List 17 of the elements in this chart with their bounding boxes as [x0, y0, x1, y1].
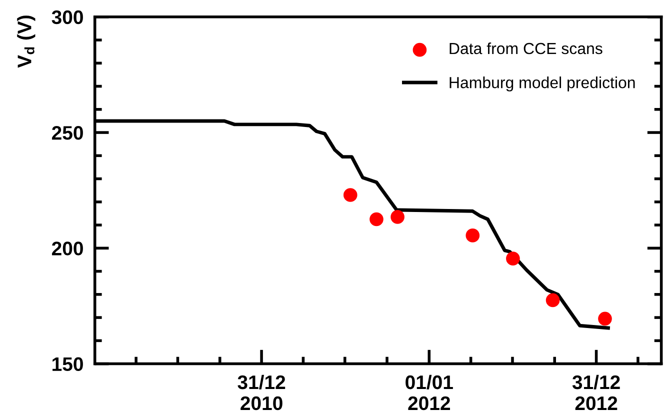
- y-axis-title: V$_{d}$ (V): [17, 16, 36, 68]
- y-tick-label: 250: [52, 126, 83, 140]
- point: [343, 188, 358, 202]
- y-tick-label: 150: [52, 357, 83, 372]
- point: [506, 252, 520, 266]
- point: [546, 293, 560, 308]
- point: [370, 212, 384, 226]
- y-tick-label: 300: [52, 10, 83, 24]
- point: [466, 228, 480, 242]
- legend-label: Data from CCE scans: [450, 42, 602, 54]
- x-tick-label: 01/01 2012: [406, 374, 453, 410]
- point: [598, 312, 612, 326]
- point: [390, 210, 404, 224]
- y-tick-label: 200: [52, 242, 83, 256]
- x-tick-label: 31/12 2012: [572, 374, 620, 410]
- legend-label: Hamburg model prediction: [450, 76, 635, 92]
- x-tick-label: 31/12 2010: [238, 374, 286, 410]
